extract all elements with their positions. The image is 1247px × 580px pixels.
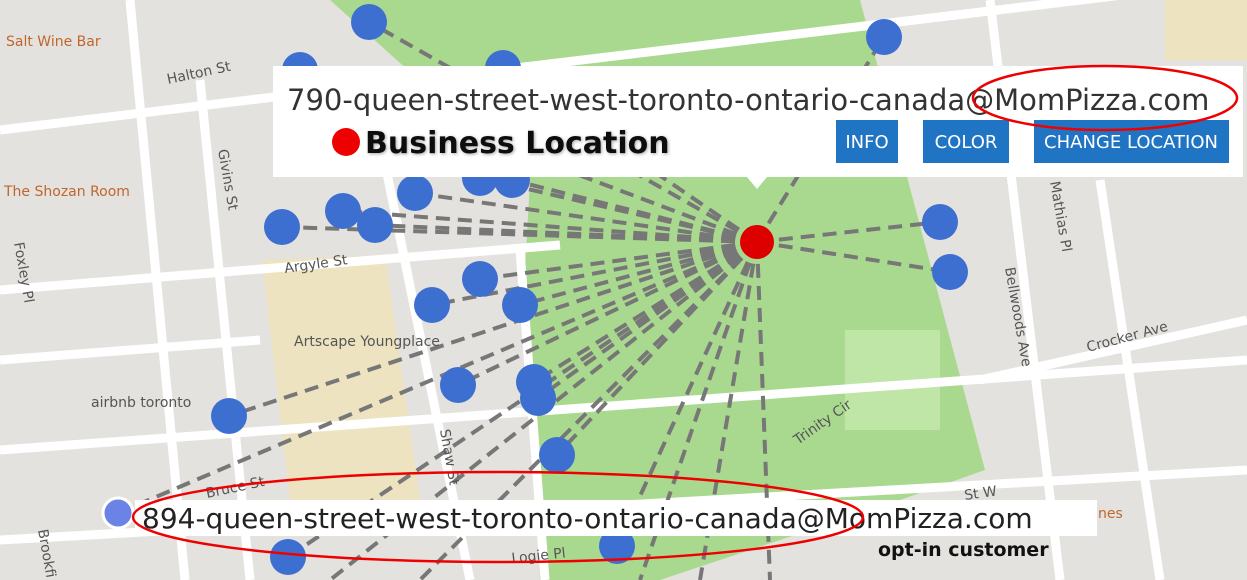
route-line: [615, 241, 759, 547]
route-line: [117, 240, 758, 515]
info-button[interactable]: [836, 120, 898, 163]
customer-marker: [357, 207, 393, 243]
customer-marker: [866, 19, 902, 55]
route-line: [457, 240, 758, 387]
customer-email: 894-queen-street-west-toronto-ontario-ca…: [142, 502, 1033, 535]
route-line: [374, 223, 758, 244]
route-line: [756, 240, 951, 274]
route-line: [501, 66, 759, 244]
customer-marker: [932, 254, 968, 290]
selected-customer: [101, 496, 135, 530]
route-line: [519, 240, 758, 307]
route-line: [511, 178, 758, 244]
info-button-label[interactable]: INFO: [845, 132, 888, 153]
customer-marker: [211, 398, 247, 434]
customer-note: opt-in customer: [878, 539, 1049, 561]
tooltip-box: [135, 500, 1097, 536]
legend-dot: [332, 128, 360, 156]
area: [1165, 0, 1247, 60]
map-label: St W: [963, 484, 998, 504]
route-line: [756, 220, 941, 244]
popup-pointer: [747, 177, 767, 189]
customer-marker: [462, 261, 498, 297]
artscape-area: [262, 255, 420, 500]
map-label: The Shozan Room: [3, 184, 130, 200]
customer-marker: [325, 193, 361, 229]
business-marker: [740, 225, 774, 259]
change-location-button[interactable]: [1034, 120, 1229, 163]
customer-marker: [440, 367, 476, 403]
customer-marker: [520, 380, 556, 416]
map-label: Artscape Youngplace: [294, 334, 440, 350]
route-line: [479, 240, 758, 281]
customer-marker: [351, 4, 387, 40]
route-line: [698, 241, 759, 580]
customer-marker: [264, 209, 300, 245]
change-location-button-label[interactable]: CHANGE LOCATION: [1044, 132, 1218, 153]
highlight-ellipse: [971, 64, 1239, 132]
route-line: [342, 209, 758, 244]
customer-marker: [414, 287, 450, 323]
customer-tooltip: 894-queen-street-west-toronto-ontario-ca…: [101, 470, 1097, 564]
route-line: [228, 240, 758, 418]
customer-marker: [270, 539, 306, 575]
customer-marker: [922, 204, 958, 240]
legend-text: Business Location: [365, 126, 670, 161]
customer-marker: [397, 175, 433, 211]
map-label: airbnb toronto: [91, 395, 191, 411]
customer-marker: [539, 437, 575, 473]
color-button[interactable]: [923, 120, 1009, 163]
popup: 790-queen-street-west-toronto-ontario-ca…: [273, 64, 1243, 189]
customer-marker: [502, 287, 538, 323]
customer-marker: [599, 528, 635, 564]
business-email: 790-queen-street-west-toronto-ontario-ca…: [287, 83, 1209, 117]
route-line: [755, 241, 772, 580]
route-line: [414, 191, 758, 244]
map-label: Salt Wine Bar: [6, 34, 101, 50]
highlight-ellipse: [131, 470, 865, 564]
map-label: nes: [1098, 506, 1123, 522]
color-button-label[interactable]: COLOR: [935, 132, 998, 153]
